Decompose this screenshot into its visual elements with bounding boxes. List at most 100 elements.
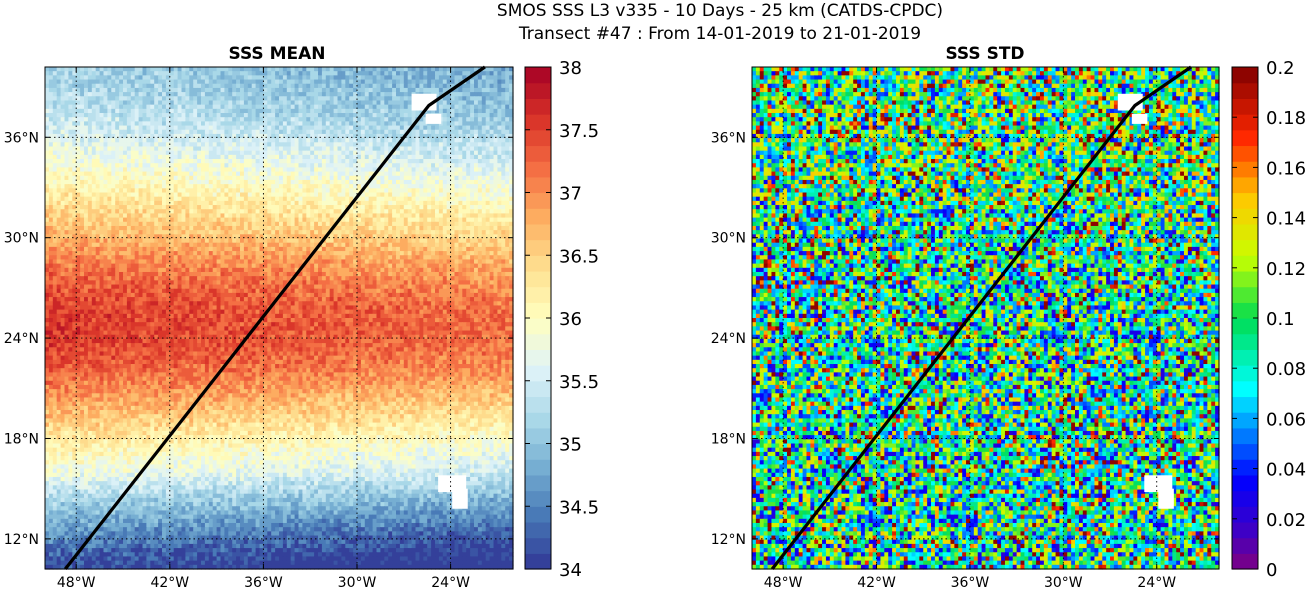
- colorbar-band: [1232, 334, 1258, 350]
- y-tick-label: 30°N: [711, 231, 746, 247]
- colorbar-band: [525, 83, 551, 99]
- colorbar-band: [1232, 444, 1258, 460]
- colorbar-tick-label: 37.5: [559, 121, 599, 142]
- colorbar-band: [1232, 302, 1258, 318]
- colorbar-band: [1232, 381, 1258, 397]
- colorbar-band: [525, 145, 551, 161]
- x-tick-label: 48°W: [57, 575, 96, 591]
- panel-title: SSS MEAN: [228, 44, 325, 64]
- colorbar-band: [1232, 287, 1258, 303]
- colorbar-band: [525, 365, 551, 381]
- colorbar-band: [525, 208, 551, 224]
- colorbar-band: [1232, 318, 1258, 334]
- colorbar-tick-label: 0: [1266, 560, 1277, 581]
- y-tick-label: 18°N: [711, 431, 746, 447]
- colorbar-tick-label: 0.04: [1266, 460, 1306, 481]
- colorbar-band: [525, 255, 551, 271]
- colorbar-band: [1232, 224, 1258, 240]
- missing-data-patch: [426, 114, 442, 124]
- colorbar-band: [1232, 255, 1258, 271]
- colorbar-band: [525, 318, 551, 334]
- colorbar-band: [1232, 522, 1258, 538]
- colorbar-tick-label: 37: [559, 184, 582, 205]
- colorbar-band: [1232, 161, 1258, 177]
- colorbar-band: [525, 287, 551, 303]
- colorbar-tick-label: 0.08: [1266, 359, 1306, 380]
- missing-data-patch: [1158, 489, 1174, 509]
- colorbar-band: [1232, 193, 1258, 209]
- colorbar-band: [1232, 240, 1258, 256]
- heatmap-cells: [752, 67, 1220, 570]
- colorbar-band: [1232, 428, 1258, 444]
- colorbar-band: [1232, 475, 1258, 491]
- colorbar-tick-label: 0.2: [1266, 58, 1295, 79]
- colorbar-band: [1232, 412, 1258, 428]
- figure: SMOS SSS L3 v335 - 10 Days - 25 km (CATD…: [0, 0, 1310, 591]
- colorbar-band: [525, 459, 551, 475]
- colorbar-tick-label: 0.18: [1266, 108, 1306, 129]
- x-tick-label: 36°W: [951, 575, 990, 591]
- colorbar-band: [525, 522, 551, 538]
- x-tick-label: 30°W: [338, 575, 377, 591]
- colorbar-tick-label: 0.12: [1266, 259, 1306, 280]
- colorbar-band: [525, 193, 551, 209]
- x-tick-label: 30°W: [1044, 575, 1083, 591]
- colorbar-band: [525, 130, 551, 146]
- colorbar-band: [525, 428, 551, 444]
- colorbar-band: [525, 396, 551, 412]
- colorbar-band: [525, 538, 551, 554]
- colorbar-band: [525, 553, 551, 569]
- colorbar-band: [525, 334, 551, 350]
- colorbar-band: [1232, 396, 1258, 412]
- colorbar-band: [1232, 506, 1258, 522]
- colorbar-band: [525, 506, 551, 522]
- x-tick-label: 42°W: [150, 575, 189, 591]
- colorbar-band: [525, 114, 551, 130]
- x-tick-label: 24°W: [431, 575, 470, 591]
- colorbar-tick-label: 0.14: [1266, 209, 1306, 230]
- colorbar-band: [525, 177, 551, 193]
- colorbar-band: [1232, 67, 1258, 83]
- colorbar-band: [1232, 114, 1258, 130]
- colorbar-band: [1232, 271, 1258, 287]
- x-tick-label: 42°W: [857, 575, 896, 591]
- colorbar-tick-label: 0.16: [1266, 158, 1306, 179]
- colorbar-band: [525, 412, 551, 428]
- colorbar-band: [1232, 553, 1258, 569]
- colorbar: 00.020.040.060.080.10.120.140.160.180.2: [1232, 58, 1306, 581]
- colorbar-band: [525, 302, 551, 318]
- y-tick-label: 30°N: [4, 231, 39, 247]
- colorbar-band: [1232, 459, 1258, 475]
- colorbar-tick-label: 35.5: [559, 372, 599, 393]
- colorbar-band: [1232, 349, 1258, 365]
- colorbar-band: [525, 475, 551, 491]
- colorbar-tick-label: 36: [559, 309, 582, 330]
- heatmap-cells: [45, 67, 514, 570]
- colorbar-band: [525, 224, 551, 240]
- figure-title-line-1: SMOS SSS L3 v335 - 10 Days - 25 km (CATD…: [497, 1, 943, 21]
- colorbar-tick-label: 35: [559, 435, 582, 456]
- colorbar-band: [1232, 130, 1258, 146]
- panel-title: SSS STD: [945, 44, 1024, 64]
- colorbar-tick-label: 34.5: [559, 497, 599, 518]
- y-tick-label: 24°N: [711, 331, 746, 347]
- colorbar-band: [525, 349, 551, 365]
- colorbar-tick-label: 34: [559, 560, 582, 581]
- y-tick-label: 12°N: [4, 532, 39, 548]
- colorbar-band: [525, 67, 551, 83]
- colorbar-band: [1232, 145, 1258, 161]
- colorbar-band: [1232, 208, 1258, 224]
- colorbar-band: [525, 444, 551, 460]
- colorbar-band: [1232, 365, 1258, 381]
- colorbar-tick-label: 36.5: [559, 246, 599, 267]
- x-tick-label: 36°W: [244, 575, 283, 591]
- y-tick-label: 24°N: [4, 331, 39, 347]
- x-tick-label: 24°W: [1137, 575, 1176, 591]
- colorbar-band: [1232, 83, 1258, 99]
- colorbar-tick-label: 0.06: [1266, 409, 1306, 430]
- y-tick-label: 36°N: [4, 130, 39, 146]
- colorbar-band: [1232, 98, 1258, 114]
